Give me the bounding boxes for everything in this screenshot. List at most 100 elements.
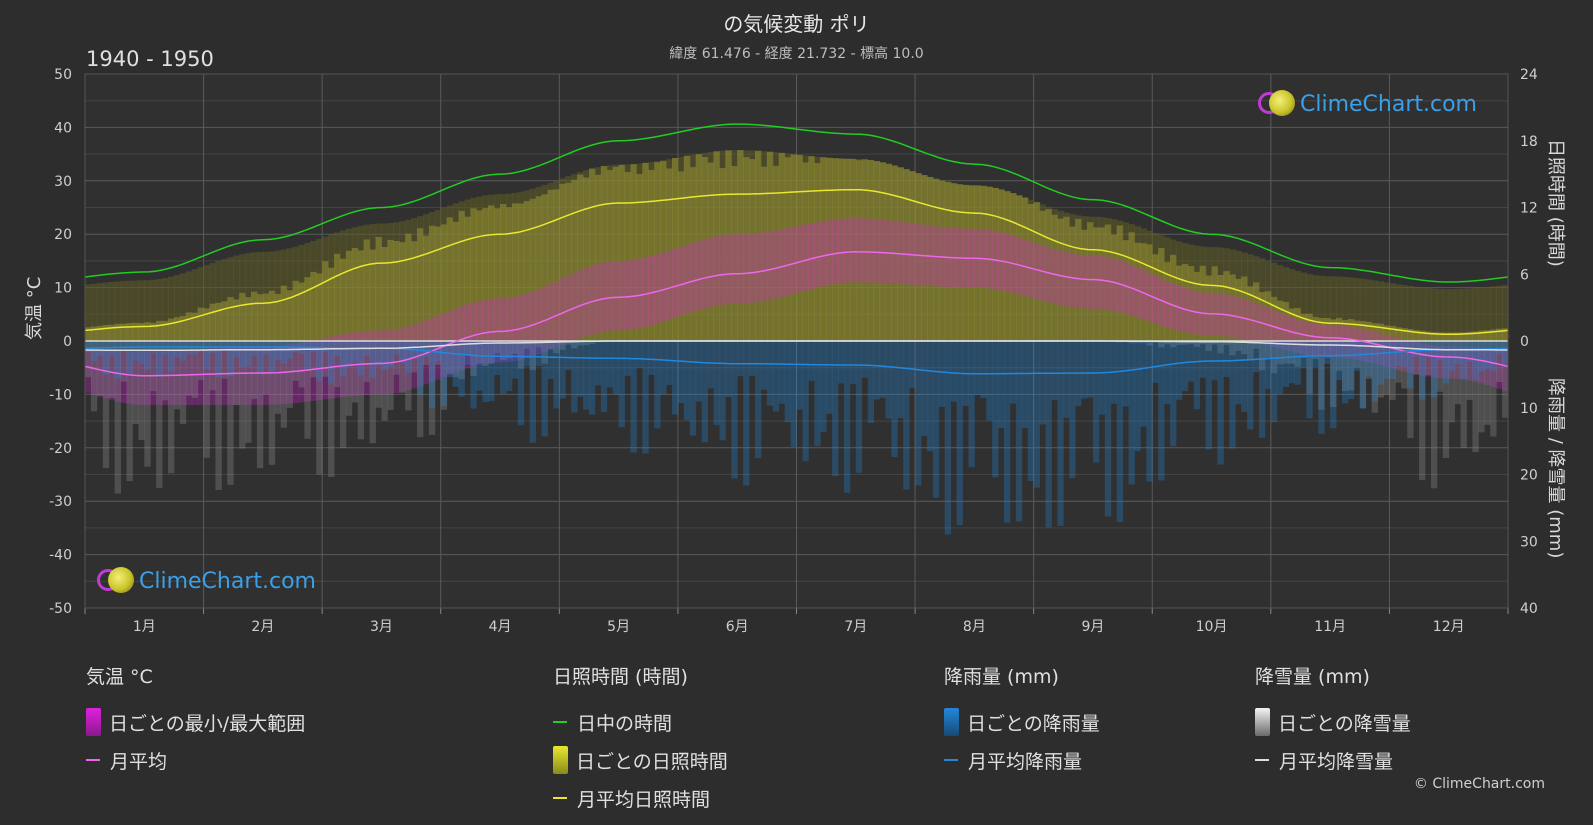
sunshine-bar (760, 166, 768, 341)
sunshine-bar (387, 239, 394, 341)
rain-bar (215, 341, 222, 378)
daylight-bar (108, 281, 116, 341)
sunshine-bar (1021, 197, 1029, 341)
temp-range-bar (1253, 303, 1260, 343)
temp-range-bar (553, 280, 560, 348)
daylight-bar (588, 168, 596, 341)
daylight-bar (743, 150, 750, 341)
daylight-bar (310, 240, 317, 341)
climechart-logo-top[interactable]: ClimeChart.com (1258, 89, 1477, 119)
daylight-bar (1092, 216, 1100, 341)
daylight-bar (832, 158, 839, 341)
daylight-bar (766, 151, 774, 341)
daylight-bar (144, 280, 151, 341)
sunshine-bar (719, 168, 726, 341)
rain-bar (980, 341, 987, 399)
temp-range-bar (784, 227, 792, 296)
temp-range-bar (85, 349, 92, 393)
temp-range-bar (559, 278, 566, 346)
snow-bar (1253, 341, 1260, 349)
snow-bar (339, 341, 347, 449)
rain-bar (268, 341, 276, 373)
sunshine-bar (239, 292, 246, 341)
sunshine-bar (1092, 227, 1100, 341)
snow-bar (209, 341, 216, 391)
temp-range-bar (1276, 312, 1284, 349)
sunshine-bar (671, 157, 679, 341)
legend-item: 日ごとの最小/最大範囲 (86, 703, 305, 741)
daylight-bar (1146, 230, 1153, 341)
y-tick-label: 0 (63, 334, 72, 350)
daylight-bar (1395, 284, 1402, 341)
sunshine-bar (500, 204, 507, 341)
sunshine-bar (1448, 332, 1456, 341)
sunshine-bar (1235, 278, 1242, 341)
snow-bar (1205, 341, 1212, 351)
rain-bar (1264, 341, 1272, 390)
sunshine-bar (749, 159, 756, 341)
rain-bar (1282, 341, 1290, 387)
snow-bar (1300, 341, 1307, 358)
daylight-bar (1306, 274, 1313, 341)
daylight-bar (90, 283, 98, 341)
x-tick-label: 10月 (1196, 619, 1228, 635)
snow-bar (345, 341, 353, 416)
daylight-bar (731, 150, 738, 341)
daylight-bar (387, 223, 394, 341)
daylight-bar (422, 214, 430, 341)
temp-range-bar (671, 248, 679, 318)
rain-bar (1134, 341, 1141, 452)
daylight-bar (1371, 280, 1379, 341)
rain-bar (1235, 341, 1242, 405)
precip-tick-label: 20 (1520, 468, 1538, 484)
sunshine-bar (1353, 320, 1361, 341)
daylight-bar (470, 197, 477, 341)
daylight-bar (915, 173, 922, 341)
temp-range-bar (1027, 241, 1035, 298)
temp-range-bar (588, 265, 596, 335)
legend-label: 日ごとの降雨量 (967, 712, 1100, 735)
rain-bar (1181, 341, 1189, 392)
temp-range-bar (838, 218, 845, 284)
rain-bar (482, 341, 489, 403)
sunshine-bar (1009, 193, 1017, 341)
snow-bar (1341, 341, 1349, 392)
snow-bar (132, 341, 139, 424)
snow-bar (464, 341, 471, 355)
climechart-logo-bottom[interactable]: ClimeChart.com (97, 566, 316, 596)
legend-header: 気温 °C (86, 666, 153, 688)
snow-bar (1377, 341, 1384, 398)
daylight-bar (1353, 278, 1361, 341)
sunshine-tick-label: 6 (1520, 267, 1529, 283)
sunshine-bar (1460, 332, 1468, 341)
daylight-line (84, 123, 1509, 283)
snow-bar (381, 341, 388, 421)
daylight-bar (909, 171, 916, 341)
sunshine-bar (399, 242, 406, 341)
sunshine-bar (808, 156, 815, 341)
temp-range-bar (268, 346, 276, 405)
temp-range-bar (511, 296, 519, 361)
temp-range-bar (476, 300, 483, 365)
daylight-bar (796, 154, 804, 341)
x-tick-label: 6月 (726, 619, 749, 635)
sunshine-bar (938, 180, 946, 341)
daylight-bar (861, 159, 869, 341)
legend-snow: 降雪量 (mm) 日ごとの降雪量 月平均降雪量 (1255, 662, 1411, 779)
rain-bar (162, 341, 169, 356)
rain-bar (1051, 341, 1058, 401)
sunshine-bar (980, 185, 987, 341)
legend-header: 降雨量 (mm) (944, 666, 1059, 688)
daylight-bar (1490, 286, 1497, 341)
rain-bar (600, 341, 608, 412)
daylight-bar (132, 280, 139, 341)
temp-range-bar (1069, 253, 1076, 308)
daylight-bar (452, 203, 460, 341)
rain-bar (1241, 341, 1248, 412)
sunshine-bar (197, 307, 205, 341)
temp-range-bar (96, 349, 104, 397)
rain-bar (458, 341, 465, 397)
sunshine-bar (114, 323, 122, 341)
rain-bar (944, 341, 952, 535)
daylight-bar (494, 194, 501, 341)
